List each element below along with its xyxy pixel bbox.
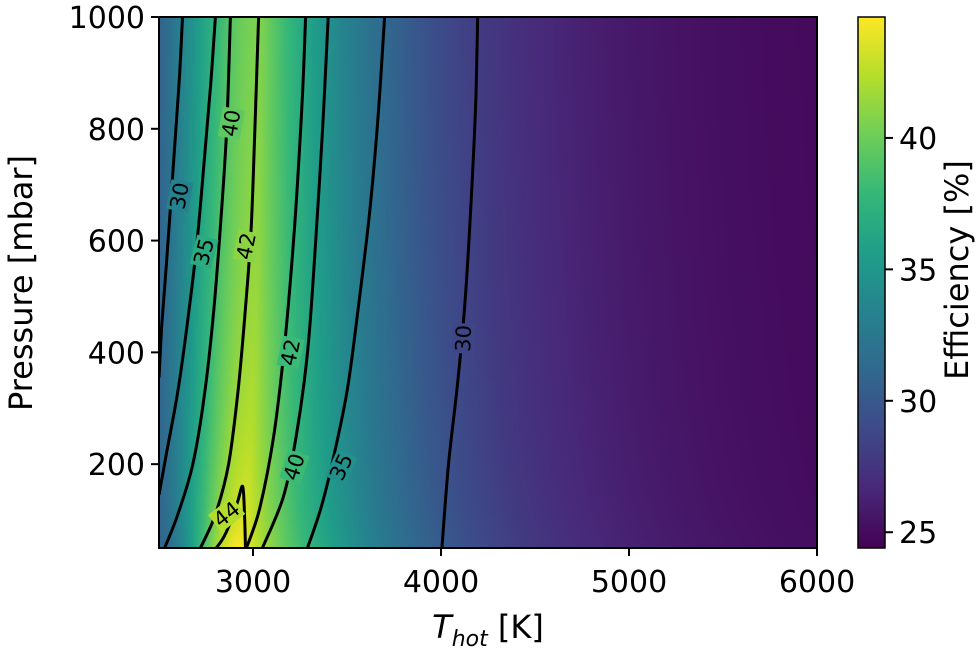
colorbar <box>857 16 886 549</box>
y-axis-ticks: 200 400 600 800 1000 <box>69 1 159 483</box>
y-axis-title: Pressure [mbar] <box>2 155 40 411</box>
x-axis-ticks: 3000 4000 5000 6000 <box>215 548 855 600</box>
x-axis-title-sub: hot <box>452 627 489 649</box>
colorbar-tick-label: 40 <box>899 122 937 157</box>
contour-label-bg <box>166 179 194 213</box>
x-axis-title-main: T <box>432 608 454 646</box>
contour-line-40-5 <box>261 17 330 548</box>
contour-line-35-3 <box>306 17 387 548</box>
contour-label-bg <box>325 448 358 486</box>
x-axis-title: Thot [K] <box>432 608 544 649</box>
x-tick-label: 6000 <box>779 565 855 600</box>
contour-label-bg <box>276 335 305 370</box>
plot-frame <box>158 16 818 549</box>
efficiency-heatmap <box>159 17 817 548</box>
x-axis-title-unit: [K] <box>488 608 544 646</box>
contour-label-bg <box>232 229 261 264</box>
y-tick-label: 400 <box>88 336 145 371</box>
contour-line-42-7 <box>244 17 308 548</box>
colorbar-tick-label: 25 <box>899 516 937 551</box>
contour-label-bg <box>217 106 245 140</box>
y-tick-label: 200 <box>88 448 145 483</box>
x-tick-label: 5000 <box>591 565 667 600</box>
contour-label-3: 42 <box>232 229 261 264</box>
colorbar-ticks: 25 30 35 40 <box>885 122 937 551</box>
contour-label-text: 30 <box>166 181 194 211</box>
contour-line-35-2 <box>159 17 217 496</box>
y-tick-label: 800 <box>88 113 145 148</box>
contour-label-text: 42 <box>232 231 261 262</box>
contour-label-0: 30 <box>166 179 194 213</box>
contour-label-7: 30 <box>451 323 476 354</box>
y-tick-label: 600 <box>88 225 145 260</box>
y-tick-label: 1000 <box>69 1 145 36</box>
contour-label-bg <box>279 449 310 485</box>
colorbar-tick-label: 35 <box>899 253 937 288</box>
contour-lines <box>159 17 480 548</box>
x-tick-label: 4000 <box>403 565 479 600</box>
x-tick-label: 3000 <box>215 565 291 600</box>
colorbar-tick-label: 30 <box>899 385 937 420</box>
contour-line-30-1 <box>440 17 480 548</box>
contour-label-text: 42 <box>276 337 305 368</box>
contour-label-bg <box>189 234 219 270</box>
contour-label-text: 30 <box>451 325 476 353</box>
contour-label-bg <box>208 496 246 533</box>
contour-label-4: 42 <box>276 335 305 370</box>
contour-line-42-6 <box>199 17 261 548</box>
contour-label-bg <box>452 323 476 354</box>
contour-label-text: 40 <box>217 108 245 138</box>
colorbar-title: Efficiency [%] <box>938 160 976 380</box>
contour-label-2: 40 <box>217 106 246 140</box>
